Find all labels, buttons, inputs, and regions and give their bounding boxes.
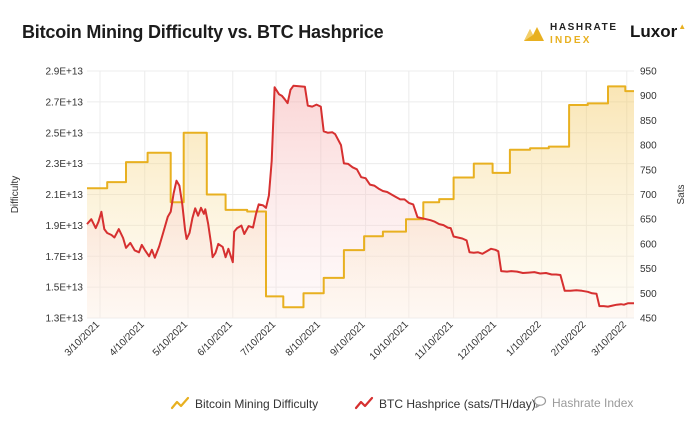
y-left-tick-label-1: 1.5E+13 [45, 283, 83, 294]
y-right-axis-title: Sats [676, 184, 687, 204]
x-tick-label-8: 11/10/2021 [413, 319, 456, 362]
luxor-logo-text: Luxor [630, 22, 678, 41]
x-tick-label-11: 2/10/2022 [549, 319, 589, 359]
y-left-tick-label-7: 2.7E+13 [45, 97, 83, 108]
x-tick-label-5: 8/10/2021 [284, 319, 324, 359]
y-right-tick-label-7: 800 [640, 141, 657, 152]
y-right-tick-label-1: 500 [640, 289, 657, 300]
x-tick-label-0: 3/10/2021 [63, 319, 103, 359]
luxor-logo: Luxor▲ [630, 22, 686, 42]
y-left-tick-label-3: 1.9E+13 [45, 221, 83, 232]
y-right-tick-label-5: 700 [640, 190, 657, 201]
hashrate-index-logo-line1: HASHRATE [550, 22, 618, 33]
y-left-tick-label-6: 2.5E+13 [45, 128, 83, 139]
y-right-tick-label-0: 450 [640, 314, 657, 325]
x-tick-label-10: 1/10/2022 [504, 319, 544, 359]
watermark: Hashrate Index [533, 396, 634, 410]
x-tick-label-2: 5/10/2021 [151, 319, 191, 359]
y-left-axis-title: Difficulty [10, 176, 21, 214]
x-tick-label-7: 10/10/2021 [368, 319, 411, 362]
y-right-tick-label-10: 950 [640, 67, 657, 78]
x-tick-label-3: 6/10/2021 [196, 319, 236, 359]
y-right-tick-label-8: 850 [640, 116, 657, 127]
y-right-tick-label-3: 600 [640, 239, 657, 250]
hashrate-index-logo-icon [524, 27, 544, 41]
x-tick-label-12: 3/10/2022 [590, 319, 630, 359]
hashrate-index-logo-line2: INDEX [550, 35, 592, 46]
y-right-tick-label-2: 550 [640, 264, 657, 275]
series-line-difficulty [87, 85, 634, 309]
series-line-hashprice [86, 84, 634, 308]
luxor-logo-triangle-icon: ▲ [678, 22, 687, 31]
y-left-tick-label-2: 1.7E+13 [45, 252, 83, 263]
y-right-tick-label-9: 900 [640, 91, 657, 102]
x-tick-label-1: 4/10/2021 [108, 319, 148, 359]
y-right-tick-label-4: 650 [640, 215, 657, 226]
chart-title: Bitcoin Mining Difficulty vs. BTC Hashpr… [22, 22, 384, 42]
chat-bubble-icon [533, 396, 547, 409]
y-left-tick-label-4: 2.1E+13 [45, 190, 83, 201]
legend-label-difficulty: Bitcoin Mining Difficulty [195, 397, 318, 411]
watermark-text: Hashrate Index [552, 396, 634, 410]
legend-swatch-difficulty [170, 396, 190, 410]
y-left-tick-label-5: 2.3E+13 [45, 159, 83, 170]
y-right-tick-label-6: 750 [640, 165, 657, 176]
x-tick-label-4: 7/10/2021 [239, 319, 279, 359]
y-left-tick-label-8: 2.9E+13 [45, 67, 83, 78]
x-tick-label-9: 12/10/2021 [456, 319, 499, 362]
legend-label-hashprice: BTC Hashprice (sats/TH/day) [379, 397, 536, 411]
legend-swatch-hashprice [354, 396, 374, 410]
hashprice-area [87, 85, 634, 318]
y-left-tick-label-0: 1.3E+13 [45, 314, 83, 325]
x-tick-label-6: 9/10/2021 [328, 319, 368, 359]
